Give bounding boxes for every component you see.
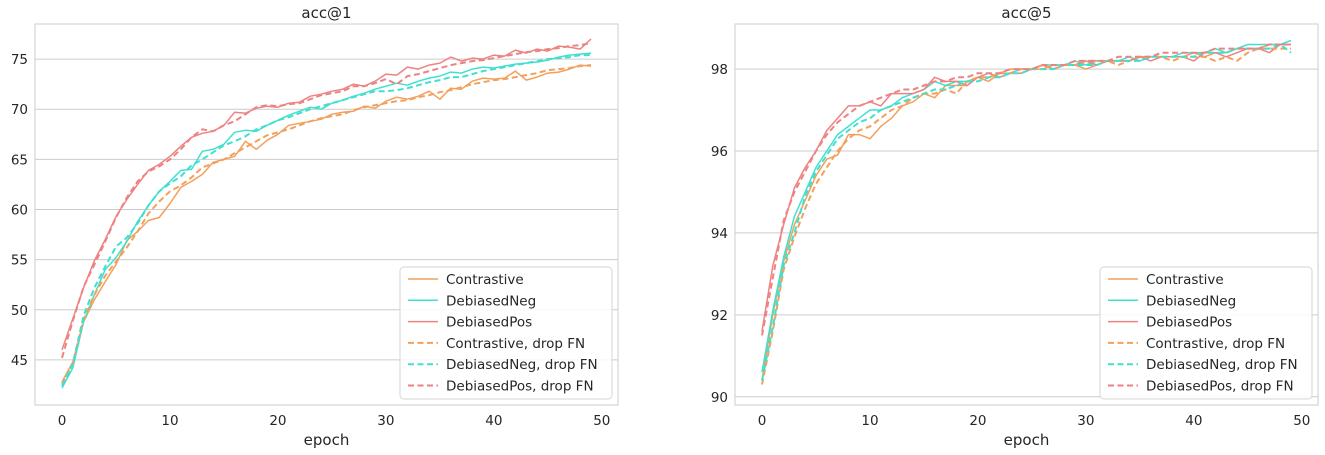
plot-frame bbox=[34, 23, 619, 406]
x-tick-label: 50 bbox=[1293, 413, 1310, 429]
x-tick-label: 10 bbox=[861, 413, 878, 429]
legend-label: Contrastive, drop FN bbox=[1146, 336, 1285, 352]
y-tick-label: 70 bbox=[11, 102, 28, 118]
chart-panel-acc@5: 90 92 94 96 98 0 10 20 30 40 50 acc@5 epoch Contrasti… bbox=[711, 4, 1319, 449]
chart-panel-acc@1: 45 50 55 60 65 70 75 0 10 20 30 40 50 acc@1 epoch Contr… bbox=[11, 4, 619, 449]
legend-box bbox=[1099, 266, 1313, 400]
series-line bbox=[61, 64, 592, 385]
y-tick-label: 96 bbox=[711, 144, 728, 160]
chart-title: acc@1 bbox=[301, 4, 351, 22]
legend-label: DebiasedNeg bbox=[446, 293, 536, 309]
legend-label: Contrastive bbox=[446, 272, 524, 288]
y-tick-label: 65 bbox=[11, 152, 28, 168]
x-tick-label: 0 bbox=[758, 413, 767, 429]
x-tick-label: 50 bbox=[593, 413, 610, 429]
series-line bbox=[61, 54, 591, 387]
legend-label: DebiasedNeg bbox=[1146, 293, 1236, 309]
legend: Contrastive DebiasedNeg DebiasedPos Contras… bbox=[1099, 266, 1313, 400]
y-tick-label: 94 bbox=[711, 226, 728, 242]
legend-label: DebiasedPos, drop FN bbox=[1146, 379, 1294, 395]
legend-label: Contrastive bbox=[1146, 272, 1224, 288]
chart-title: acc@5 bbox=[1001, 4, 1051, 22]
legend-label: DebiasedPos bbox=[1146, 315, 1232, 331]
series-line bbox=[761, 47, 1291, 385]
legend-label: DebiasedPos bbox=[446, 315, 532, 331]
legend-label: DebiasedNeg, drop FN bbox=[446, 357, 598, 373]
x-tick-label: 20 bbox=[269, 413, 286, 429]
y-tick-label: 92 bbox=[711, 308, 728, 324]
legend-label: DebiasedNeg, drop FN bbox=[1146, 357, 1298, 373]
x-tick-label: 30 bbox=[1077, 413, 1094, 429]
y-tick-label: 90 bbox=[711, 390, 728, 406]
x-tick-label: 0 bbox=[58, 413, 67, 429]
y-tick-label: 75 bbox=[11, 52, 28, 68]
series-line bbox=[61, 42, 592, 359]
legend-label: DebiasedPos, drop FN bbox=[446, 379, 594, 395]
legend: Contrastive DebiasedNeg DebiasedPos Contras… bbox=[399, 266, 613, 400]
legend-label: Contrastive, drop FN bbox=[446, 336, 585, 352]
x-axis-label: epoch bbox=[1004, 431, 1050, 449]
x-tick-label: 20 bbox=[969, 413, 986, 429]
x-axis-label: epoch bbox=[304, 431, 350, 449]
legend-box bbox=[399, 266, 613, 400]
x-tick-label: 40 bbox=[1185, 413, 1202, 429]
y-tick-label: 55 bbox=[11, 253, 28, 269]
y-tick-label: 45 bbox=[11, 353, 28, 369]
y-tick-label: 50 bbox=[11, 303, 28, 319]
y-tick-label: 60 bbox=[11, 202, 28, 218]
plot-frame bbox=[734, 23, 1319, 406]
x-tick-label: 10 bbox=[161, 413, 178, 429]
series-line bbox=[761, 43, 1291, 336]
x-tick-label: 40 bbox=[485, 413, 502, 429]
x-tick-label: 30 bbox=[377, 413, 394, 429]
y-tick-label: 98 bbox=[711, 62, 728, 78]
